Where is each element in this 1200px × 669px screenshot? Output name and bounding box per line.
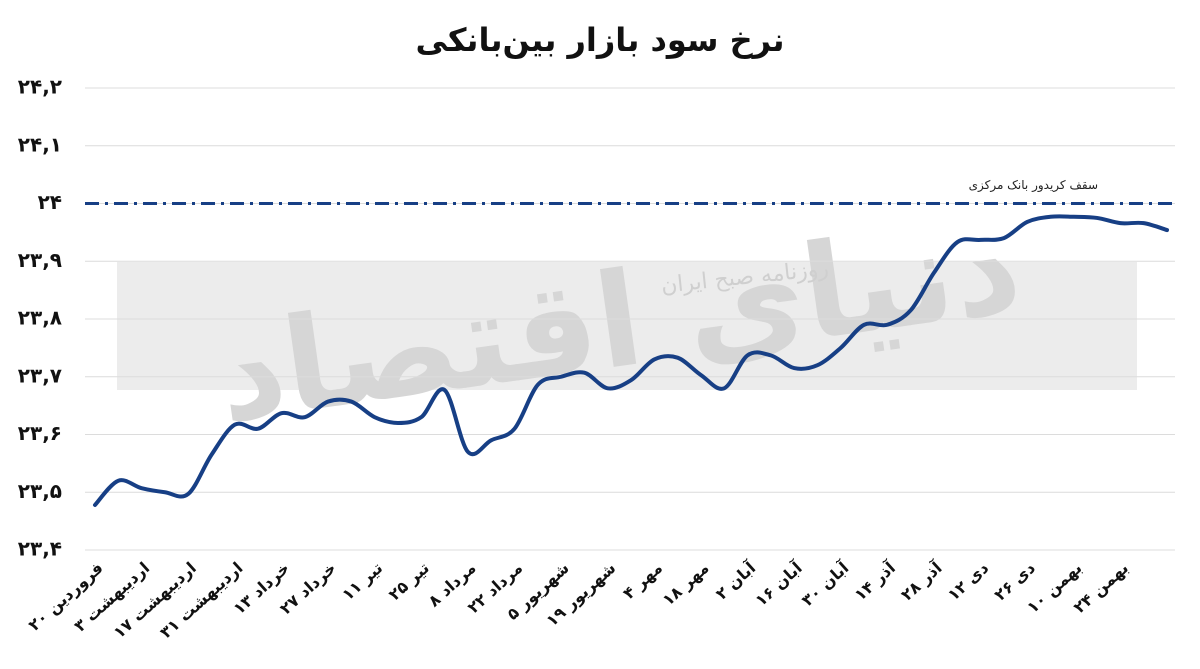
reference-label: سقف کریدور بانک مرکزی bbox=[969, 178, 1098, 193]
y-tick-label: ۲۳,۷ bbox=[18, 363, 62, 387]
x-tick-label: ۱۴ آذر bbox=[850, 557, 899, 604]
watermark-logo: دنیای اقتصاد bbox=[208, 189, 1029, 452]
x-tick-label: ۱۱ تیر bbox=[338, 558, 386, 604]
x-tick-label: ۳۰ آبان bbox=[797, 557, 853, 610]
x-tick-label: ۱۸ مهر bbox=[659, 558, 713, 609]
watermark-band bbox=[117, 262, 1137, 390]
x-tick-label: ۲۸ آذر bbox=[897, 557, 946, 604]
chart-title: نرخ سود بازار بین‌بانکی bbox=[415, 21, 784, 59]
y-tick-label: ۲۳,۴ bbox=[18, 537, 62, 561]
y-tick-label: ۲۴,۱ bbox=[18, 132, 62, 156]
series-line bbox=[93, 214, 1169, 507]
x-tick-label: ۱۶ آبان bbox=[751, 557, 807, 610]
y-tick-label: ۲۳,۵ bbox=[18, 479, 62, 503]
y-tick-label: ۲۳,۸ bbox=[18, 306, 62, 330]
y-tick-label: ۲۴ bbox=[38, 190, 62, 214]
y-tick-label: ۲۴,۲ bbox=[18, 75, 62, 99]
y-tick-label: ۲۳,۹ bbox=[18, 248, 62, 272]
x-tick-label: ۱۲ دی bbox=[944, 558, 992, 604]
y-tick-label: ۲۳,۶ bbox=[18, 421, 62, 445]
